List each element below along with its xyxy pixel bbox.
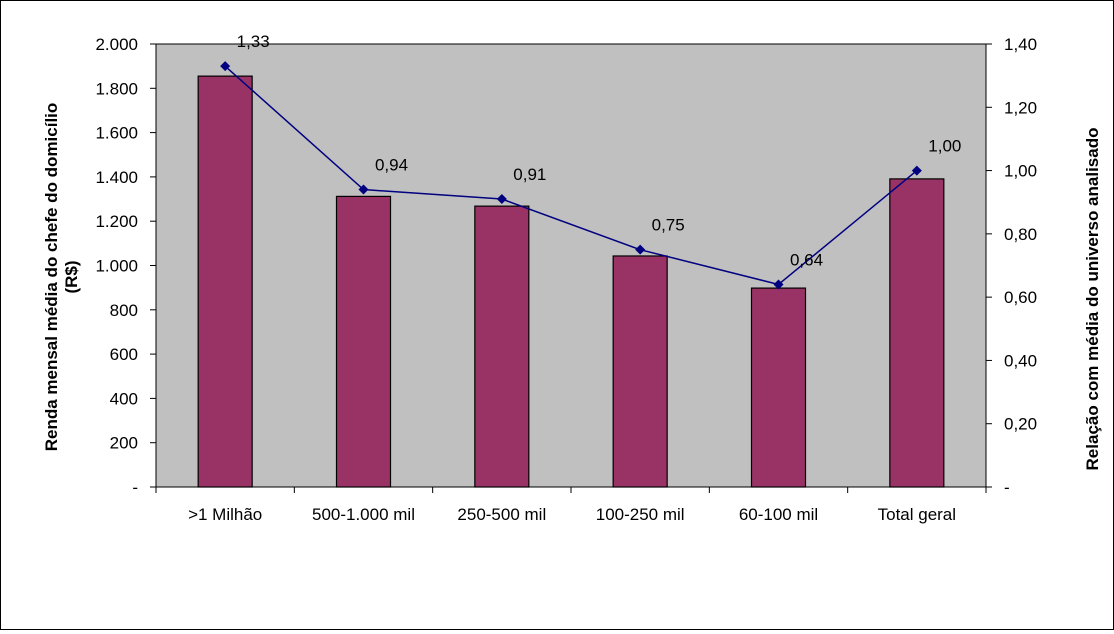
y-right-tick-label: 0,80 <box>1004 225 1037 244</box>
y-left-tick-label: 1.800 <box>95 79 138 98</box>
y-left-tick-label: 1.400 <box>95 168 138 187</box>
data-label: 1,00 <box>928 137 961 156</box>
y-left-axis-unit: (R$) <box>62 260 81 293</box>
y-right-tick-label: 1,20 <box>1004 98 1037 117</box>
y-right-tick-label: 0,20 <box>1004 415 1037 434</box>
series-marker <box>358 184 369 195</box>
y-right-axis-title: Relação com média do universo analisado <box>1083 128 1102 471</box>
x-tick-label: Total geral <box>878 505 956 524</box>
y-left-tick-label: 600 <box>110 345 138 364</box>
bar <box>335 195 392 488</box>
series-line <box>224 65 918 286</box>
bar <box>750 287 807 488</box>
y-right-tick-label: - <box>1004 478 1010 497</box>
x-tick-label: 500-1.000 mil <box>312 505 415 524</box>
plot-area <box>155 43 987 488</box>
series-marker <box>496 194 507 205</box>
series-marker <box>635 244 646 255</box>
y-left-axis-title: Renda mensal média do chefe do domicílio <box>42 103 61 452</box>
x-tick-label: 100-250 mil <box>596 505 685 524</box>
bar <box>889 178 945 488</box>
y-right-tick-label: 1,40 <box>1004 35 1037 54</box>
y-left-tick-label: 1.600 <box>95 124 138 143</box>
y-left-tick-label: 2.000 <box>95 35 138 54</box>
data-label: 1,33 <box>237 32 270 51</box>
y-left-tick-label: 1.200 <box>95 212 138 231</box>
bar <box>474 205 530 488</box>
x-tick-label: 250-500 mil <box>457 505 546 524</box>
x-tick-label: 60-100 mil <box>739 505 818 524</box>
y-right-tick-label: 0,60 <box>1004 288 1037 307</box>
bar <box>197 75 253 488</box>
y-left-tick-label: 400 <box>110 389 138 408</box>
y-left-tick-label: 200 <box>110 434 138 453</box>
y-left-tick-label: - <box>132 478 138 497</box>
y-right-tick-label: 0,40 <box>1004 351 1037 370</box>
bar <box>612 255 668 488</box>
data-label: 0,64 <box>790 250 823 269</box>
y-left-tick-label: 800 <box>110 301 138 320</box>
data-label: 0,94 <box>375 156 408 175</box>
x-tick-label: >1 Milhão <box>188 505 262 524</box>
y-left-tick-label: 1.000 <box>95 257 138 276</box>
data-label: 0,91 <box>513 165 546 184</box>
series-marker <box>773 279 784 290</box>
series-marker <box>220 61 231 72</box>
data-label: 0,75 <box>652 216 685 235</box>
series-marker <box>911 165 922 176</box>
y-right-tick-label: 1,00 <box>1004 162 1037 181</box>
